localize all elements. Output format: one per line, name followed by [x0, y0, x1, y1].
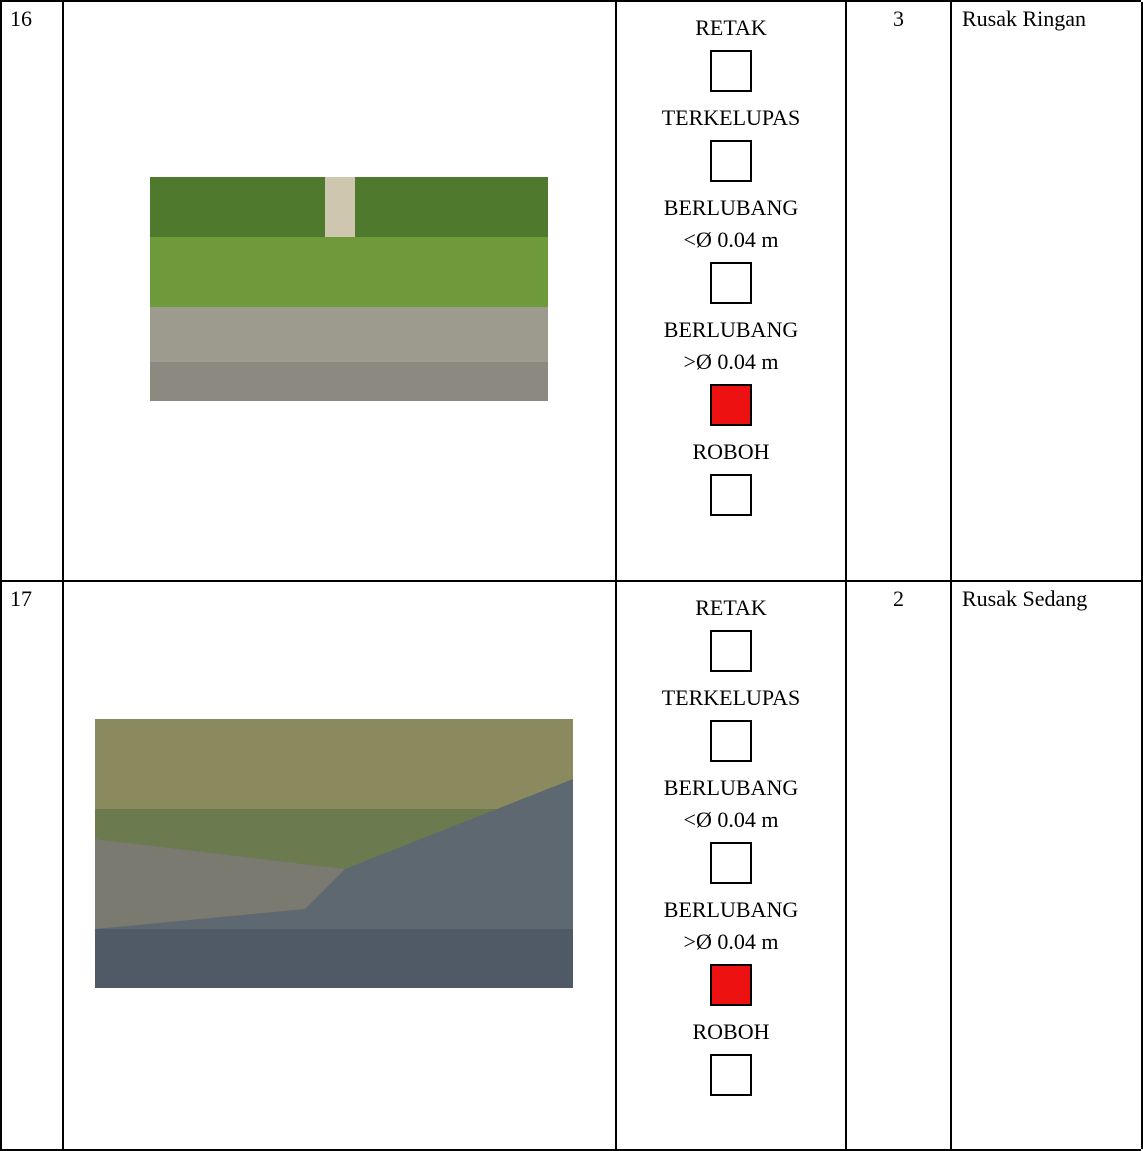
row-number: 17 — [2, 582, 64, 1149]
checkbox — [710, 630, 752, 672]
score: 2 — [847, 582, 952, 1149]
photo-cell — [64, 2, 617, 582]
item-label: ROBOH — [692, 1019, 770, 1044]
item-label: BERLUBANG — [663, 775, 799, 800]
item-label: <Ø 0.04 m — [683, 807, 779, 832]
checkbox — [710, 720, 752, 762]
item-label: BERLUBANG — [663, 195, 799, 220]
checkbox — [710, 964, 752, 1006]
checkbox — [710, 50, 752, 92]
photo — [150, 177, 548, 401]
item-label: >Ø 0.04 m — [683, 929, 779, 954]
item-label: ROBOH — [692, 439, 770, 464]
checkbox — [710, 842, 752, 884]
photo — [95, 719, 573, 988]
item-label: RETAK — [695, 15, 767, 40]
table-row: 16 RETAK TERKELUPAS BERLUBANG <Ø 0.04 m BERL… — [0, 0, 1143, 582]
score: 3 — [847, 2, 952, 582]
row-number: 16 — [2, 2, 64, 582]
item-label: RETAK — [695, 595, 767, 620]
item-label: BERLUBANG — [663, 317, 799, 342]
checkbox — [710, 1054, 752, 1096]
condition: Rusak Ringan — [952, 2, 1143, 582]
checkbox — [710, 262, 752, 304]
item-label: BERLUBANG — [663, 897, 799, 922]
item-label: TERKELUPAS — [661, 105, 801, 130]
item-label: TERKELUPAS — [661, 685, 801, 710]
checklist: RETAK TERKELUPAS BERLUBANG <Ø 0.04 m BERLUBA… — [617, 582, 847, 1149]
checkbox — [710, 474, 752, 516]
condition: Rusak Sedang — [952, 582, 1143, 1149]
item-label: >Ø 0.04 m — [683, 349, 779, 374]
item-label: <Ø 0.04 m — [683, 227, 779, 252]
table-row: 17 RETAK TERKELUPAS BERLUBANG <Ø 0.04 m BERL… — [0, 580, 1143, 1151]
checkbox — [710, 140, 752, 182]
checklist: RETAK TERKELUPAS BERLUBANG <Ø 0.04 m BERLUBA… — [617, 2, 847, 582]
photo-cell — [64, 582, 617, 1149]
checkbox — [710, 384, 752, 426]
